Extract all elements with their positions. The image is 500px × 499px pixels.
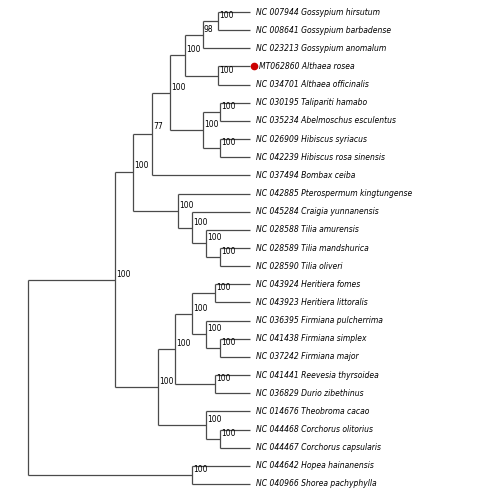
Text: NC 023213 Gossypium anomalum: NC 023213 Gossypium anomalum [256, 44, 386, 53]
Text: 100: 100 [221, 429, 236, 438]
Text: NC 036395 Firmiana pulcherrima: NC 036395 Firmiana pulcherrima [256, 316, 383, 325]
Text: NC 043924 Heritiera fomes: NC 043924 Heritiera fomes [256, 280, 360, 289]
Text: NC 045284 Craigia yunnanensis: NC 045284 Craigia yunnanensis [256, 207, 379, 216]
Text: 100: 100 [116, 269, 130, 278]
Text: MT062860 Althaea rosea: MT062860 Althaea rosea [259, 62, 354, 71]
Text: 100: 100 [207, 234, 222, 243]
Text: 100: 100 [207, 324, 222, 333]
Text: NC 035234 Abelmoschus esculentus: NC 035234 Abelmoschus esculentus [256, 116, 396, 125]
Text: 100: 100 [171, 82, 186, 91]
Text: NC 007944 Gossypium hirsutum: NC 007944 Gossypium hirsutum [256, 7, 380, 16]
Text: NC 034701 Althaea officinalis: NC 034701 Althaea officinalis [256, 80, 369, 89]
Text: 100: 100 [204, 120, 218, 129]
Text: NC 040966 Shorea pachyphylla: NC 040966 Shorea pachyphylla [256, 480, 376, 489]
Text: 100: 100 [179, 201, 194, 210]
Text: 100: 100 [221, 102, 236, 111]
Text: NC 014676 Theobroma cacao: NC 014676 Theobroma cacao [256, 407, 370, 416]
Text: NC 036829 Durio zibethinus: NC 036829 Durio zibethinus [256, 389, 364, 398]
Text: NC 028589 Tilia mandshurica: NC 028589 Tilia mandshurica [256, 244, 369, 252]
Text: NC 008641 Gossypium barbadense: NC 008641 Gossypium barbadense [256, 25, 391, 34]
Text: NC 030195 Talipariti hamabo: NC 030195 Talipariti hamabo [256, 98, 367, 107]
Text: NC 044468 Corchorus olitorius: NC 044468 Corchorus olitorius [256, 425, 373, 434]
Text: 100: 100 [221, 138, 236, 147]
Text: 100: 100 [221, 338, 236, 347]
Text: NC 044467 Corchorus capsularis: NC 044467 Corchorus capsularis [256, 443, 381, 452]
Text: NC 042885 Pterospermum kingtungense: NC 042885 Pterospermum kingtungense [256, 189, 412, 198]
Text: 100: 100 [219, 65, 234, 74]
Text: 100: 100 [134, 161, 148, 170]
Text: 77: 77 [153, 122, 163, 131]
Text: NC 028588 Tilia amurensis: NC 028588 Tilia amurensis [256, 226, 359, 235]
Text: NC 026909 Hibiscus syriacus: NC 026909 Hibiscus syriacus [256, 135, 367, 144]
Text: NC 042239 Hibiscus rosa sinensis: NC 042239 Hibiscus rosa sinensis [256, 153, 385, 162]
Text: NC 044642 Hopea hainanensis: NC 044642 Hopea hainanensis [256, 462, 374, 471]
Text: NC 041441 Reevesia thyrsoidea: NC 041441 Reevesia thyrsoidea [256, 371, 379, 380]
Text: 100: 100 [193, 218, 208, 227]
Text: 100: 100 [221, 247, 236, 256]
Text: 98: 98 [204, 24, 214, 34]
Text: 100: 100 [216, 283, 230, 292]
Text: 100: 100 [193, 304, 208, 313]
Text: 100: 100 [216, 374, 230, 383]
Text: 100: 100 [159, 377, 174, 386]
Text: NC 028590 Tilia oliveri: NC 028590 Tilia oliveri [256, 261, 342, 270]
Text: NC 037494 Bombax ceiba: NC 037494 Bombax ceiba [256, 171, 356, 180]
Text: 100: 100 [207, 415, 222, 424]
Text: 100: 100 [193, 465, 208, 474]
Text: 100: 100 [219, 11, 234, 20]
Text: NC 043923 Heritiera littoralis: NC 043923 Heritiera littoralis [256, 298, 368, 307]
Text: 100: 100 [186, 45, 200, 54]
Text: 100: 100 [176, 339, 190, 348]
Text: NC 037242 Firmiana major: NC 037242 Firmiana major [256, 352, 358, 361]
Text: NC 041438 Firmiana simplex: NC 041438 Firmiana simplex [256, 334, 366, 343]
